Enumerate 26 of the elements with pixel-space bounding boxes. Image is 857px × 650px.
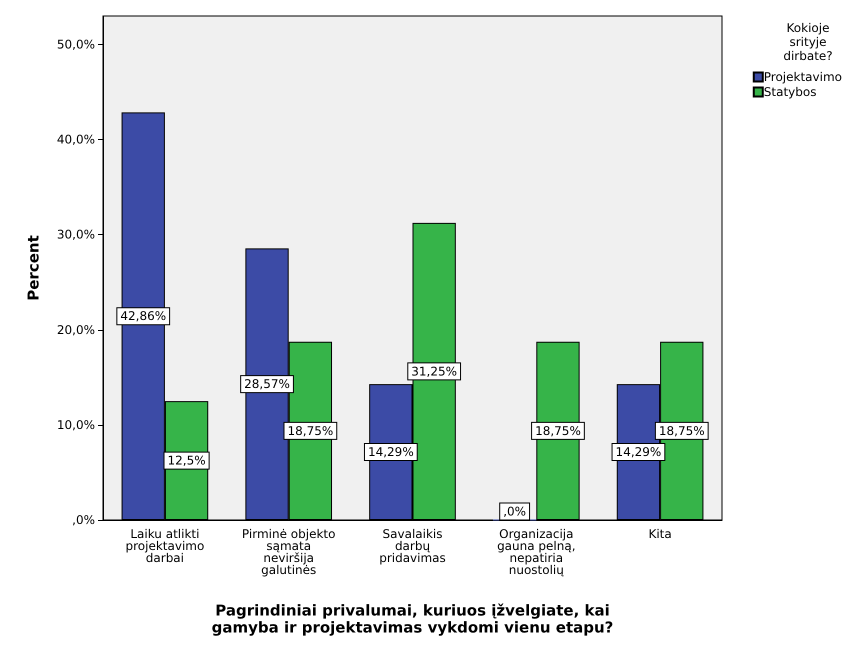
- data-label: 28,57%: [244, 377, 290, 392]
- data-label: ,0%: [503, 504, 526, 518]
- legend-title: Kokioje srityje dirbate?: [783, 21, 833, 63]
- data-label: 18,75%: [287, 424, 334, 438]
- x-axis-title: Pagrindiniai privalumai, kuriuos įžvelgiate, kai gamyba ir projektavimas vykdomi vienu etapu?: [212, 602, 614, 636]
- data-label: 14,29%: [616, 445, 662, 460]
- y-tick-label: 10,0%: [56, 418, 95, 432]
- x-tick-label: Pirminė objekto sąmata neviršija galutinės: [242, 527, 336, 577]
- data-label: 12,5%: [168, 454, 206, 468]
- x-tick-label: Laiku atlikti projektavimo darbai: [125, 527, 204, 565]
- y-tick-label: ,0%: [72, 513, 95, 527]
- y-tick-label: 30,0%: [56, 228, 95, 242]
- data-label: 42,86%: [120, 309, 166, 324]
- legend-label: Projektavimo: [764, 70, 842, 84]
- y-tick-label: 50,0%: [56, 38, 95, 52]
- data-label: 14,29%: [368, 445, 414, 460]
- data-label: 31,25%: [411, 364, 458, 378]
- y-axis-title: Percent: [24, 235, 42, 301]
- x-tick-label: Kita: [648, 527, 672, 541]
- data-label: 18,75%: [535, 424, 581, 438]
- y-tick-label: 20,0%: [56, 322, 95, 337]
- y-tick-label: 40,0%: [56, 132, 95, 147]
- legend-label: Statybos: [764, 85, 816, 99]
- x-tick-label: Organizacija gauna pelną, nepatiria nuostolių: [497, 527, 576, 577]
- data-label: 18,75%: [658, 424, 705, 438]
- x-tick-label: Savalaikis darbų pridavimas: [379, 527, 446, 565]
